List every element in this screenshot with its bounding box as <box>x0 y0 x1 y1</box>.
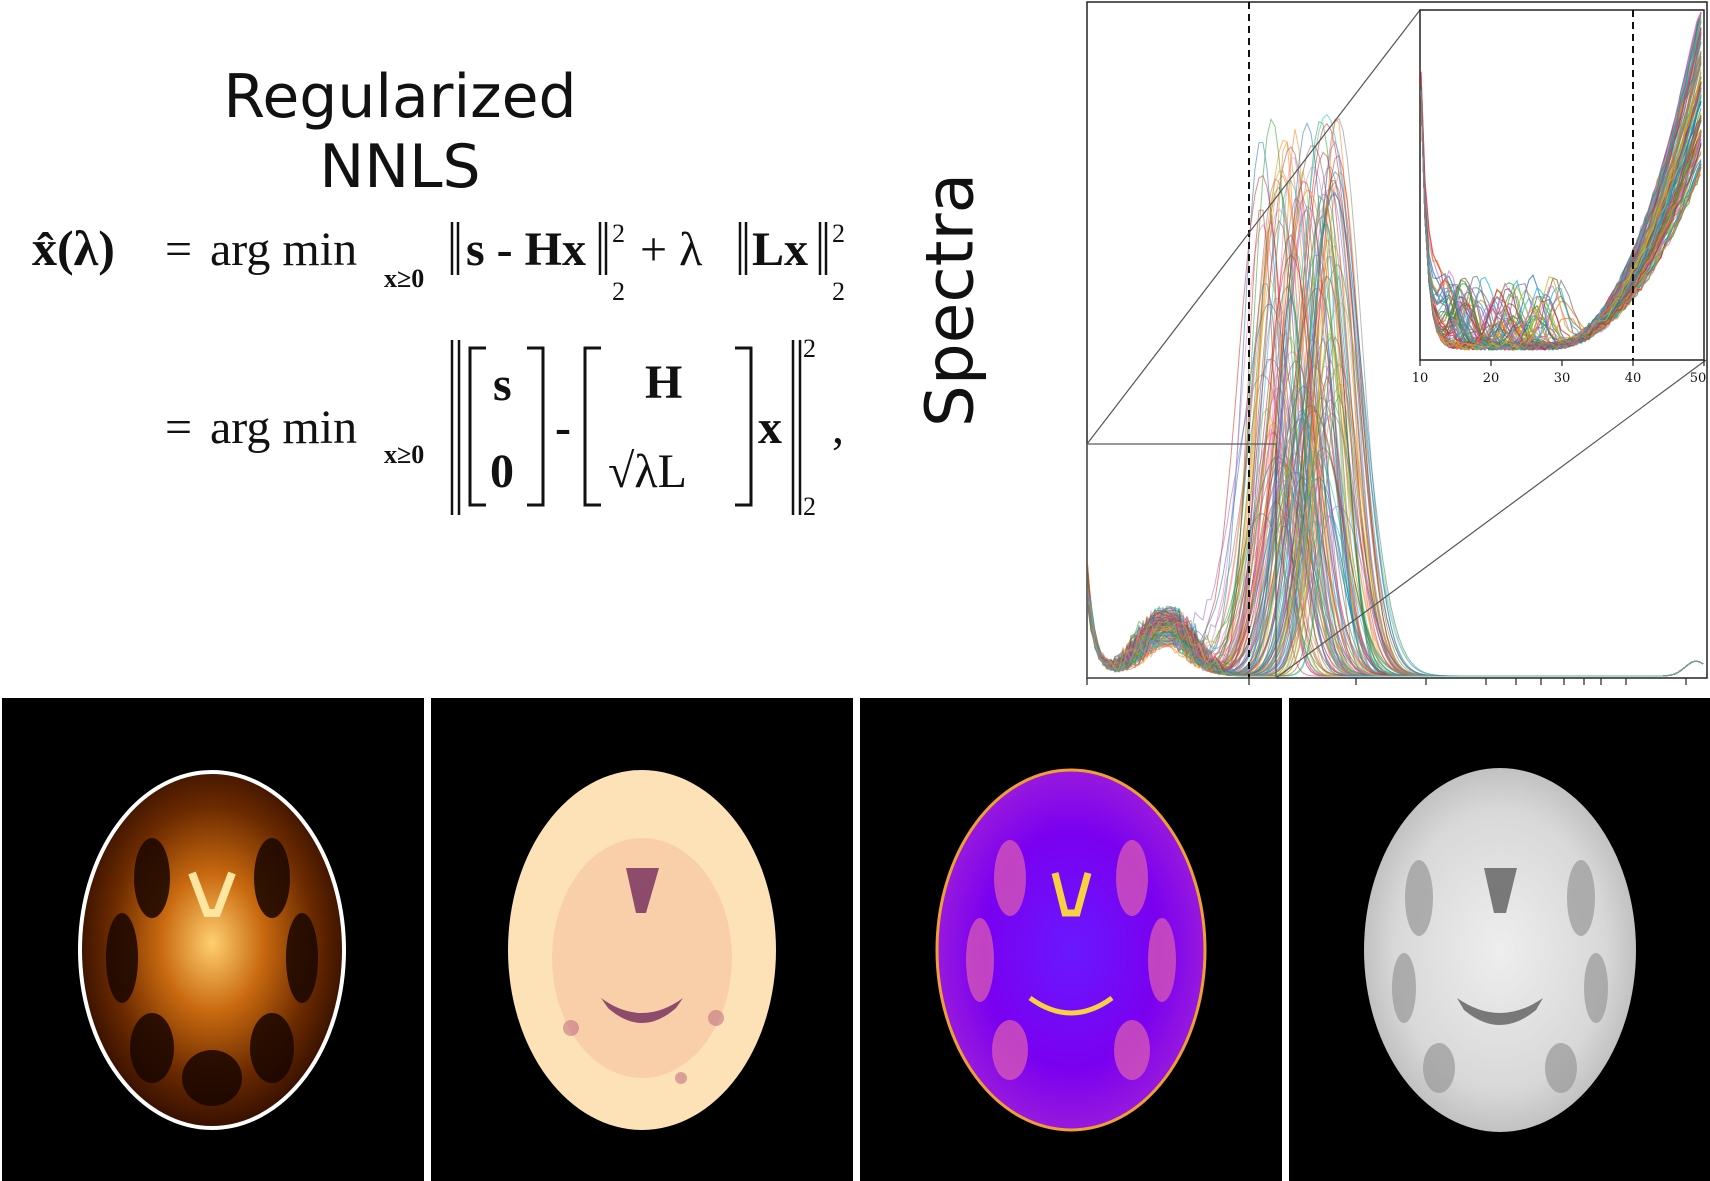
brain-map-afmhot <box>2 698 424 1181</box>
inset-traces <box>1420 11 1702 352</box>
brain-image <box>78 770 346 1130</box>
nnls-equation: x̂(λ) = arg min x≥0 s - Hx 2 2 + λ Lx 2 … <box>32 219 845 521</box>
inset-spectrum-trace <box>1420 91 1702 350</box>
bracket-right-1 <box>527 346 545 507</box>
bracket-right-2 <box>735 346 753 507</box>
spectra-label-text: Spectra <box>911 172 989 428</box>
bracket-left-2 <box>583 346 601 507</box>
argmin-2: arg min <box>210 401 357 454</box>
inset-spectrum-trace <box>1420 20 1702 351</box>
brain-map-plasma <box>860 698 1282 1181</box>
norm-sub-2: 2 <box>832 277 845 306</box>
argmin-1: arg min <box>210 223 357 276</box>
plus-lambda: + λ <box>640 223 703 276</box>
norm-sub-1: 2 <box>612 277 625 306</box>
inset-spectrum-trace <box>1420 93 1702 350</box>
brain-map-row <box>0 698 1710 1181</box>
inset-tick-label: 50 <box>1690 371 1707 386</box>
main-traces <box>1086 113 1704 677</box>
zoom-connector <box>1086 9 1421 445</box>
mat2-bottom: √λL <box>608 445 687 498</box>
norm-power-1: 2 <box>612 219 625 248</box>
x-variable: x <box>758 401 782 454</box>
inset-tick-label: 10 <box>1412 371 1429 386</box>
norm-power-3: 2 <box>803 334 816 363</box>
mat1-bottom: 0 <box>490 445 514 498</box>
figure-title: Regularized NNLS <box>223 62 577 202</box>
main-axis-ticks <box>1086 678 1687 685</box>
spectrum-trace <box>1086 521 1704 677</box>
norm-sub-3: 2 <box>803 492 816 521</box>
brain-map-gray <box>1289 698 1710 1181</box>
inset-spectrum-trace <box>1420 31 1702 350</box>
norm-power-2: 2 <box>832 219 845 248</box>
brain-map-magma-light <box>431 698 853 1181</box>
minus-sign: - <box>555 401 571 454</box>
brain-shape <box>1364 768 1636 1132</box>
bracket-left-1 <box>468 346 486 507</box>
spectra-chart: 10 20 30 40 50 <box>1086 1 1708 685</box>
inset-tick-label: 30 <box>1554 371 1571 386</box>
brain-image <box>1364 768 1636 1132</box>
brain-image <box>935 768 1207 1132</box>
zoom-box <box>1086 443 1277 679</box>
inset-spectrum-trace <box>1420 71 1702 350</box>
inset-tick-label: 20 <box>1483 371 1500 386</box>
mat1-top: s <box>493 358 512 411</box>
spectra-axis-label: Spectra <box>905 170 995 430</box>
eq-sign-1: = <box>165 223 192 276</box>
inset-spectrum-trace <box>1420 88 1702 351</box>
inset-tick-label: 40 <box>1625 371 1642 386</box>
eq-sign-2: = <box>165 401 192 454</box>
lhs-x-hat: x̂(λ) <box>32 220 115 276</box>
mat2-top: H <box>645 356 682 409</box>
inset-axis-ticks: 10 20 30 40 50 <box>1412 360 1707 386</box>
argmin-subscript-2: x≥0 <box>384 440 424 469</box>
trailing-comma: , <box>832 401 844 454</box>
brain-image <box>508 770 776 1130</box>
inset-spectrum-trace <box>1420 89 1702 351</box>
zoom-connector <box>1275 359 1707 679</box>
regularizer-term: Lx <box>752 223 808 276</box>
argmin-subscript-1: x≥0 <box>384 264 424 293</box>
residual-term: s - Hx <box>466 223 586 276</box>
